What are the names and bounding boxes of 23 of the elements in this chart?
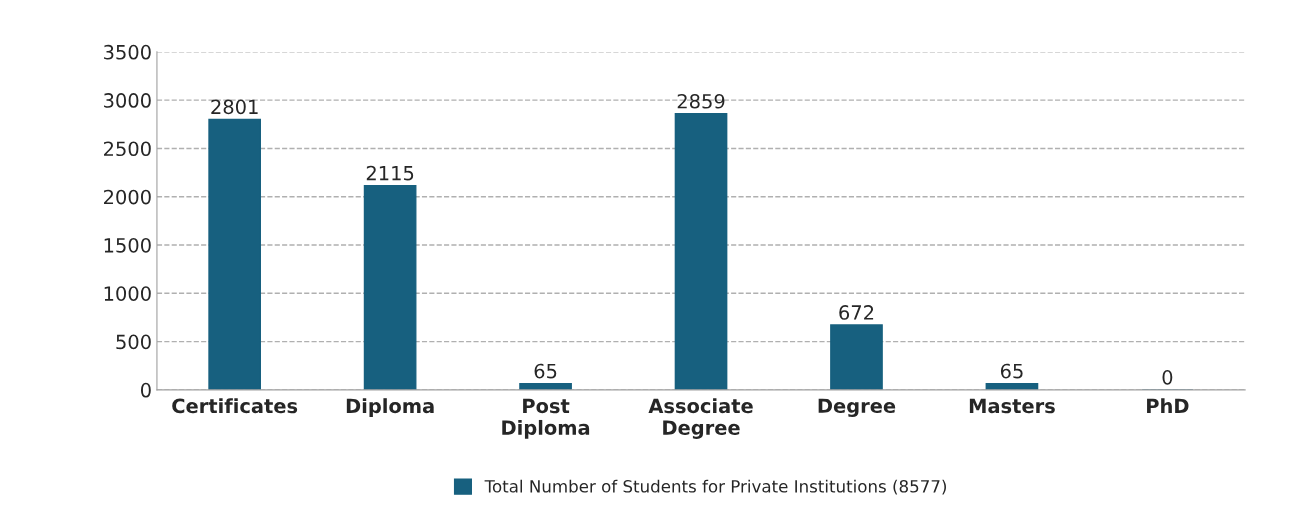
data-label: 672: [839, 305, 874, 320]
x-tick-label: Certificates: [172, 398, 298, 414]
legend-label: Total Number of Students for Private Institutions (8577): [484, 479, 946, 495]
data-label: 65: [534, 363, 557, 379]
x-tick-label: Degree: [818, 398, 896, 418]
x-tick-label: Masters: [969, 398, 1055, 414]
y-tick-label: 3000: [104, 93, 151, 108]
y-tick-label: 2500: [104, 141, 151, 157]
data-label: 0: [1162, 369, 1173, 385]
y-tick-label: 1000: [104, 286, 151, 301]
data-label: 2115: [366, 165, 414, 181]
data-label: 2859: [677, 93, 725, 109]
x-tick-label: Associate Degree: [648, 398, 753, 439]
y-tick-label: 3500: [104, 44, 151, 60]
x-tick-label: Diploma: [346, 398, 434, 418]
data-label: 2801: [211, 99, 258, 115]
y-tick-label: 2000: [104, 189, 151, 205]
y-tick-label: 0: [140, 382, 151, 398]
y-tick-label: 1500: [104, 237, 151, 253]
x-tick-label: Post Diploma: [502, 398, 590, 439]
data-label: 65: [1000, 363, 1023, 379]
y-tick-label: 500: [116, 334, 151, 350]
x-tick-label: PhD: [1147, 398, 1189, 413]
